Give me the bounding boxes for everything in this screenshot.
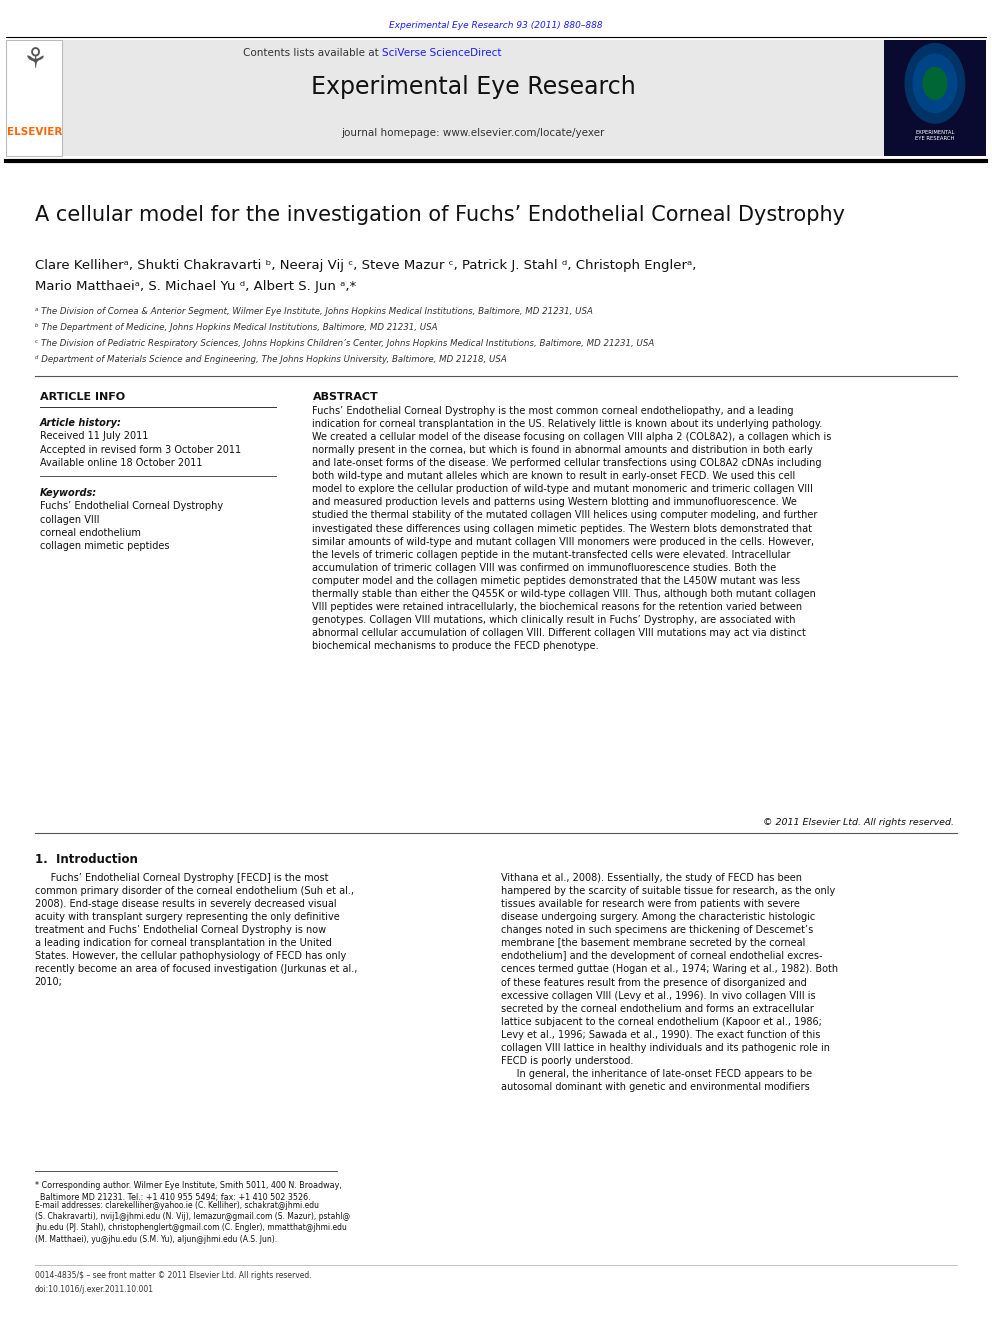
Text: ⚘: ⚘	[22, 46, 48, 74]
Text: collagen mimetic peptides: collagen mimetic peptides	[40, 541, 170, 552]
Circle shape	[914, 54, 957, 112]
Text: ᵈ Department of Materials Science and Engineering, The Johns Hopkins University,: ᵈ Department of Materials Science and En…	[35, 355, 507, 364]
Text: Clare Kelliherᵃ, Shukti Chakravarti ᵇ, Neeraj Vij ᶜ, Steve Mazur ᶜ, Patrick J. S: Clare Kelliherᵃ, Shukti Chakravarti ᵇ, N…	[35, 259, 696, 273]
Text: ELSEVIER: ELSEVIER	[7, 127, 62, 138]
Text: ABSTRACT: ABSTRACT	[312, 392, 378, 402]
Text: Vithana et al., 2008). Essentially, the study of FECD has been
hampered by the s: Vithana et al., 2008). Essentially, the …	[501, 873, 838, 1091]
Text: A cellular model for the investigation of Fuchs’ Endothelial Corneal Dystrophy: A cellular model for the investigation o…	[35, 205, 845, 225]
Text: Fuchs’ Endothelial Corneal Dystrophy is the most common corneal endotheliopathy,: Fuchs’ Endothelial Corneal Dystrophy is …	[312, 406, 832, 651]
Text: EXPERIMENTAL
EYE RESEARCH: EXPERIMENTAL EYE RESEARCH	[916, 130, 954, 140]
Text: corneal endothelium: corneal endothelium	[40, 528, 141, 538]
Text: Keywords:: Keywords:	[40, 488, 97, 499]
Text: Received 11 July 2011: Received 11 July 2011	[40, 431, 148, 442]
Text: ᵇ The Department of Medicine, Johns Hopkins Medical Institutions, Baltimore, MD : ᵇ The Department of Medicine, Johns Hopk…	[35, 323, 437, 332]
Text: Fuchs’ Endothelial Corneal Dystrophy [FECD] is the most
common primary disorder : Fuchs’ Endothelial Corneal Dystrophy [FE…	[35, 873, 357, 987]
Text: collagen VIII: collagen VIII	[40, 515, 99, 525]
Text: ᵃ The Division of Cornea & Anterior Segment, Wilmer Eye Institute, Johns Hopkins: ᵃ The Division of Cornea & Anterior Segm…	[35, 307, 592, 316]
Text: Contents lists available at: Contents lists available at	[243, 48, 382, 58]
FancyBboxPatch shape	[6, 40, 62, 156]
Text: © 2011 Elsevier Ltd. All rights reserved.: © 2011 Elsevier Ltd. All rights reserved…	[763, 818, 954, 827]
FancyBboxPatch shape	[62, 40, 884, 156]
Text: SciVerse ScienceDirect: SciVerse ScienceDirect	[382, 48, 501, 58]
Text: ᶜ The Division of Pediatric Respiratory Sciences, Johns Hopkins Children’s Cente: ᶜ The Division of Pediatric Respiratory …	[35, 339, 654, 348]
Circle shape	[923, 67, 946, 99]
Text: 0014-4835/$ – see front matter © 2011 Elsevier Ltd. All rights reserved.: 0014-4835/$ – see front matter © 2011 El…	[35, 1271, 311, 1281]
Text: Mario Matthaeiᵃ, S. Michael Yu ᵈ, Albert S. Jun ᵃ,*: Mario Matthaeiᵃ, S. Michael Yu ᵈ, Albert…	[35, 280, 356, 294]
Text: doi:10.1016/j.exer.2011.10.001: doi:10.1016/j.exer.2011.10.001	[35, 1285, 154, 1294]
FancyBboxPatch shape	[884, 40, 986, 156]
Text: 1.  Introduction: 1. Introduction	[35, 853, 138, 867]
Text: Fuchs’ Endothelial Corneal Dystrophy: Fuchs’ Endothelial Corneal Dystrophy	[40, 501, 223, 512]
Text: * Corresponding author. Wilmer Eye Institute, Smith 5011, 400 N. Broadway,
  Bal: * Corresponding author. Wilmer Eye Insti…	[35, 1181, 341, 1201]
Text: Article history:: Article history:	[40, 418, 122, 429]
Text: Experimental Eye Research: Experimental Eye Research	[310, 75, 636, 99]
Text: Available online 18 October 2011: Available online 18 October 2011	[40, 458, 202, 468]
Text: Accepted in revised form 3 October 2011: Accepted in revised form 3 October 2011	[40, 445, 241, 455]
Text: ARTICLE INFO: ARTICLE INFO	[40, 392, 125, 402]
Circle shape	[905, 44, 964, 123]
Text: E-mail addresses: clarekelliher@yahoo.ie (C. Kelliher), schakrat@jhmi.edu
(S. Ch: E-mail addresses: clarekelliher@yahoo.ie…	[35, 1201, 350, 1244]
Text: Experimental Eye Research 93 (2011) 880–888: Experimental Eye Research 93 (2011) 880–…	[389, 21, 603, 30]
Text: journal homepage: www.elsevier.com/locate/yexer: journal homepage: www.elsevier.com/locat…	[341, 128, 605, 139]
